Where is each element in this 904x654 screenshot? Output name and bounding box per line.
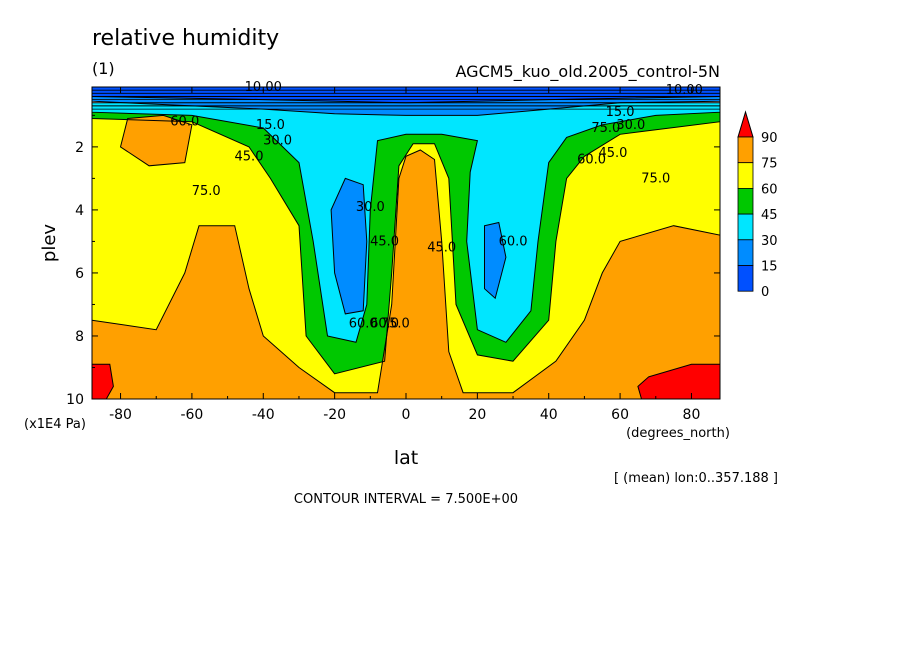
- contour-label: 15.0: [256, 118, 285, 133]
- x-unit-label: (degrees_north): [626, 426, 730, 441]
- x-tick-label: 0: [402, 407, 411, 423]
- region-15-30: [484, 222, 506, 299]
- colorbar-arrow: [737, 110, 754, 138]
- contour-label: 60.0: [499, 234, 528, 249]
- contour-label: 60.0: [349, 316, 378, 331]
- contour-label: 30.0: [263, 134, 292, 149]
- contour-line: [330, 177, 368, 315]
- contour-label: 60.0: [577, 152, 606, 167]
- contour-label: 60.0: [170, 115, 199, 130]
- y-tick-label: 2: [75, 140, 84, 156]
- y-tick-label: 6: [75, 266, 84, 282]
- chart-title: relative humidity: [92, 26, 279, 51]
- x-tick-label: -80: [109, 407, 132, 423]
- contour-label: 75.0: [381, 316, 410, 331]
- contour-line: [91, 149, 721, 400]
- x-tick-label: 20: [468, 407, 486, 423]
- colorbar-label: 45: [761, 208, 778, 223]
- x-tick-label: -40: [252, 407, 275, 423]
- x-tick-label: -20: [323, 407, 346, 423]
- region-75-90: [92, 150, 720, 399]
- contour-label: 30.0: [356, 200, 385, 215]
- dataset-label: AGCM5_kuo_old.2005_control-5N: [456, 62, 721, 82]
- contour-label: 60.0: [370, 316, 399, 331]
- colorbar-swatch: [737, 265, 754, 292]
- y-unit-label: (x1E4 Pa): [24, 417, 86, 432]
- colorbar-swatch: [737, 213, 754, 241]
- x-axis-title: lat: [394, 447, 418, 469]
- panel-label: (1): [92, 59, 115, 78]
- contour-label: 10.00: [666, 83, 703, 98]
- region-above-90: [637, 364, 720, 399]
- contour-label: 75.0: [641, 171, 670, 186]
- contour-label: 75.0: [591, 121, 620, 136]
- contour-label: 45.0: [235, 149, 264, 164]
- contour-label: 45.0: [427, 241, 456, 256]
- contour-label: 45.0: [598, 146, 627, 161]
- x-tick-label: -60: [180, 407, 203, 423]
- x-tick-label: 60: [611, 407, 629, 423]
- region-45-60: [92, 105, 720, 374]
- colorbar-swatch: [737, 162, 754, 189]
- y-tick-label: 8: [75, 329, 84, 345]
- mean-note: [ (mean) lon:0..357.188 ]: [614, 471, 778, 486]
- x-tick-label: 80: [683, 407, 701, 423]
- contour-label: 30.0: [616, 118, 645, 133]
- region-above-90: [92, 364, 114, 399]
- colorbar-label: 0: [761, 285, 769, 300]
- field-layers: [92, 87, 720, 400]
- contour-line: [91, 102, 721, 343]
- y-axis-title: plev: [39, 224, 60, 263]
- contour-label: 45.0: [370, 234, 399, 249]
- x-tick-label: 40: [540, 407, 558, 423]
- colorbar-swatch: [737, 239, 754, 266]
- x-axis: -80 -60 -40 -20 0 20 40 60 80: [109, 87, 700, 423]
- contour-line: [91, 105, 721, 375]
- contour-line: [484, 221, 507, 300]
- contour-labels: 10.0015.030.045.060.075.030.045.060.075.…: [170, 80, 703, 331]
- y-tick-label: 4: [75, 203, 84, 219]
- colorbar-label: 75: [761, 157, 778, 172]
- colorbar-label: 90: [761, 131, 778, 146]
- region-15-30: [331, 178, 367, 314]
- region-75-90: [120, 115, 192, 166]
- colorbar: 90 75 60 45 30 15 0: [737, 110, 778, 300]
- colorbar-swatch: [737, 187, 754, 215]
- contour-line: [119, 114, 193, 167]
- colorbar-label: 30: [761, 234, 778, 249]
- contour-label: 15.0: [606, 105, 635, 120]
- y-axis: 2 4 6 8 10: [66, 114, 720, 408]
- colorbar-swatch: [737, 136, 754, 164]
- colorbar-label: 60: [761, 182, 778, 197]
- colorbar-label: 15: [761, 260, 778, 275]
- contour-label: 75.0: [192, 184, 221, 199]
- contour-interval: CONTOUR INTERVAL = 7.500E+00: [294, 492, 518, 507]
- y-tick-label: 10: [66, 392, 84, 408]
